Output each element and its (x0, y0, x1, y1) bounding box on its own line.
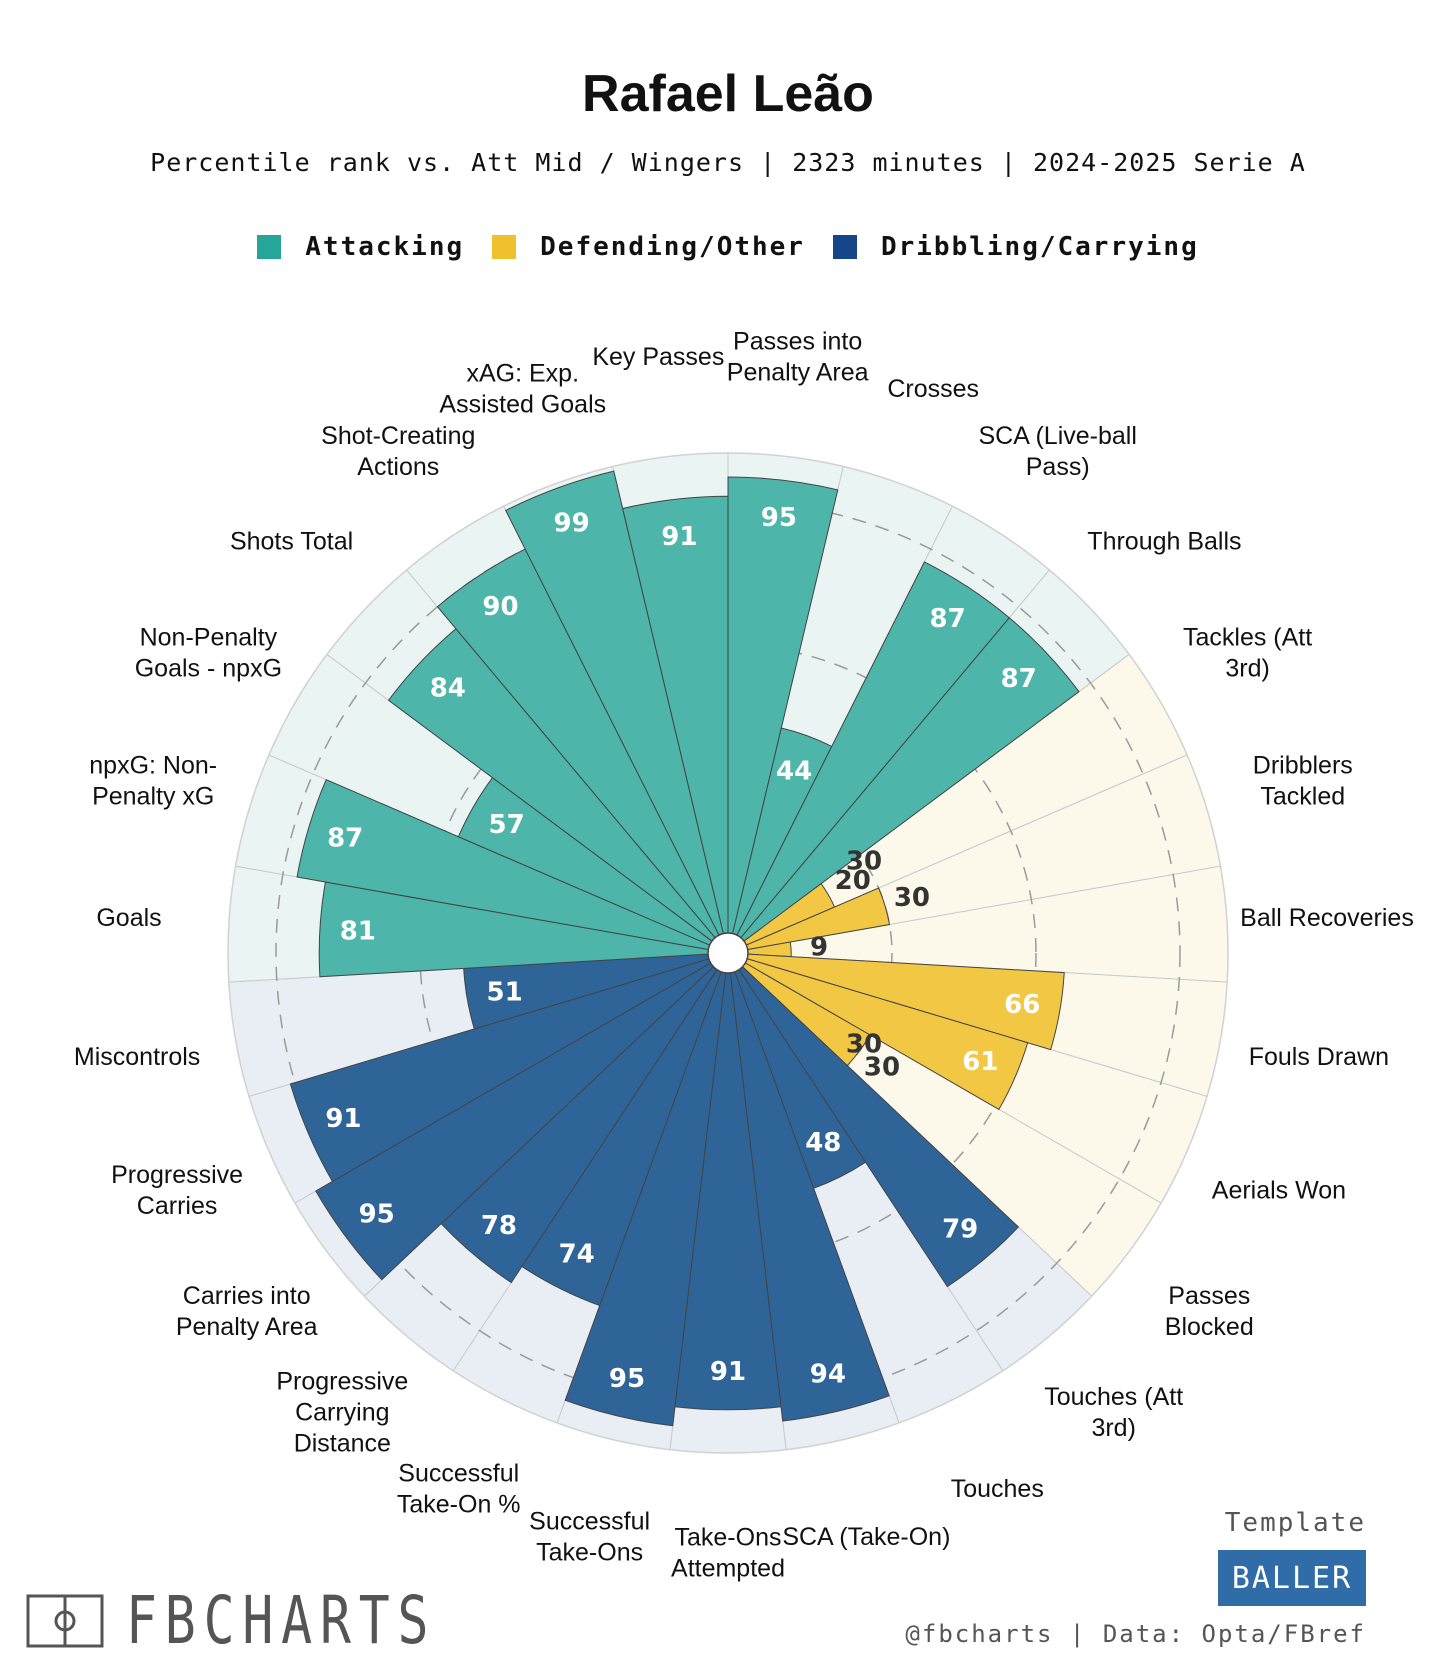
value-label: 87 (327, 823, 363, 853)
legend: Attacking Defending/Other Dribbling/Carr… (0, 232, 1456, 262)
value-label: 95 (761, 503, 797, 533)
fbcharts-wordmark: FBCHARTS (126, 1582, 437, 1659)
legend-label-dribbling: Dribbling/Carrying (880, 232, 1199, 262)
category-label: SCA (Live-ball Pass) (979, 422, 1137, 481)
value-label: 87 (929, 604, 965, 634)
value-label: 90 (482, 592, 518, 622)
category-label: Crosses (887, 375, 979, 403)
legend-label-attacking: Attacking (305, 232, 465, 262)
category-label: Take-Ons Attempted (671, 1524, 785, 1583)
category-label: Ball Recoveries (1240, 904, 1414, 932)
category-label: Passes into Penalty Area (727, 328, 869, 387)
category-label: Passes Blocked (1165, 1282, 1254, 1341)
category-label: Tackles (Att 3rd) (1183, 624, 1312, 683)
template-badge: BALLER (1218, 1550, 1366, 1606)
pitch-icon (26, 1594, 104, 1647)
value-label: 30 (864, 1053, 900, 1083)
category-label: Dribblers Tackled (1253, 751, 1353, 810)
category-label: Aerials Won (1212, 1177, 1346, 1205)
category-label: Successful Take-Ons (529, 1507, 650, 1566)
value-label: 9 (810, 933, 828, 963)
template-label: Template (1224, 1508, 1366, 1538)
value-label: 95 (609, 1364, 645, 1394)
fbcharts-logo: FBCHARTS (26, 1582, 524, 1659)
outer-ring (227, 452, 1229, 1454)
category-label: Fouls Drawn (1249, 1043, 1389, 1071)
legend-item-dribbling: Dribbling/Carrying (832, 232, 1199, 262)
chart-subtitle: Percentile rank vs. Att Mid / Wingers | … (150, 148, 1306, 177)
value-label: 78 (481, 1211, 517, 1241)
value-label: 66 (1004, 990, 1040, 1020)
legend-swatch-dribbling (832, 235, 857, 259)
category-label: npxG: Non-Penalty xG (89, 751, 217, 810)
category-label: Successful Take-On % (397, 1460, 521, 1519)
category-label: Touches (Att 3rd) (1044, 1383, 1183, 1442)
category-label: Carries into Penalty Area (176, 1282, 318, 1341)
value-label: 74 (559, 1239, 595, 1269)
value-label: 84 (430, 674, 466, 704)
legend-swatch-defending (492, 235, 517, 259)
category-label: SCA (Take-On) (782, 1523, 950, 1551)
category-label: Goals (96, 904, 161, 932)
category-label: Shot-Creating Actions (321, 422, 475, 481)
category-label: Progressive Carrying Distance (276, 1368, 408, 1458)
legend-label-defending: Defending/Other (540, 232, 805, 262)
value-label: 44 (776, 756, 812, 786)
data-credits: @fbcharts | Data: Opta/FBref (905, 1620, 1366, 1648)
category-label: Key Passes (592, 343, 724, 371)
category-label: Non-Penalty Goals - npxG (135, 624, 282, 683)
category-label: Miscontrols (74, 1043, 200, 1071)
value-label: 79 (942, 1215, 978, 1245)
value-label: 57 (489, 810, 525, 840)
legend-swatch-attacking (257, 235, 282, 259)
reference-ring-label: 30 (846, 846, 882, 876)
value-label: 91 (710, 1357, 746, 1387)
value-label: 91 (661, 522, 697, 552)
value-label: 99 (554, 508, 590, 538)
value-label: 20 (835, 866, 871, 896)
category-label: xAG: Exp. Assisted Goals (439, 360, 606, 419)
category-label: Shots Total (230, 527, 353, 555)
category-label: Touches (951, 1475, 1044, 1503)
category-label: Progressive Carries (111, 1161, 243, 1220)
value-label: 48 (805, 1128, 841, 1158)
legend-item-defending: Defending/Other (492, 232, 805, 262)
value-label: 61 (962, 1047, 998, 1077)
chart-title: Rafael Leão (582, 65, 874, 123)
reference-ring-label: 30 (846, 1030, 882, 1060)
value-label: 81 (340, 916, 376, 946)
legend-item-attacking: Attacking (257, 232, 464, 262)
category-label: Through Balls (1087, 527, 1241, 555)
value-label: 51 (487, 977, 523, 1007)
value-label: 94 (810, 1360, 846, 1390)
value-label: 95 (359, 1200, 395, 1230)
center-hole (707, 932, 749, 974)
value-label: 87 (1001, 664, 1037, 694)
value-label: 30 (894, 883, 930, 913)
value-label: 91 (325, 1104, 361, 1134)
